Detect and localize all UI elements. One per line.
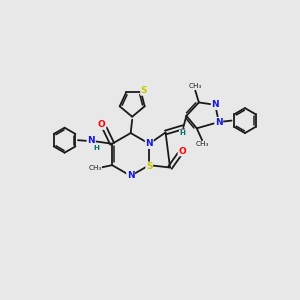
Text: N: N	[146, 139, 153, 148]
Text: S: S	[146, 162, 152, 171]
Text: CH₃: CH₃	[195, 141, 209, 147]
Text: N: N	[127, 171, 134, 180]
Text: H: H	[179, 130, 185, 136]
Text: N: N	[88, 136, 95, 145]
Text: O: O	[98, 120, 106, 129]
Text: S: S	[141, 86, 147, 95]
Text: N: N	[212, 100, 219, 109]
Text: N: N	[215, 118, 223, 127]
Text: O: O	[178, 147, 186, 156]
Text: H: H	[93, 145, 99, 151]
Text: CH₃: CH₃	[88, 164, 102, 170]
Text: CH₃: CH₃	[189, 83, 202, 89]
